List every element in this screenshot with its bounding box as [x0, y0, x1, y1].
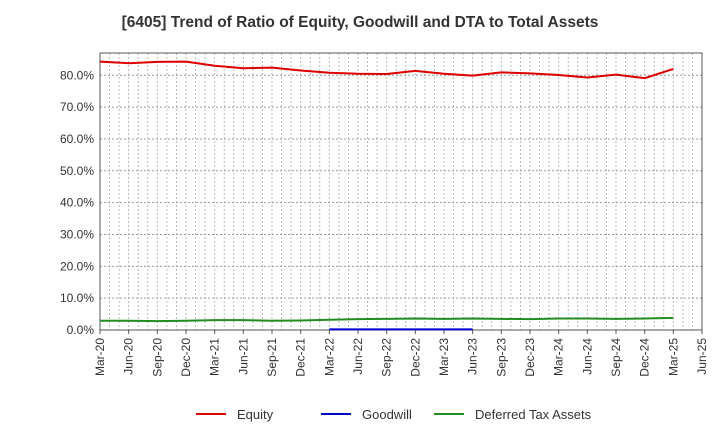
y-tick-label: 0.0%: [67, 323, 95, 337]
x-tick-label: Jun-23: [466, 338, 480, 375]
x-tick-label: Sep-21: [265, 338, 279, 377]
x-tick-label: Mar-22: [322, 338, 336, 376]
y-tick-label: 70.0%: [60, 100, 94, 114]
y-tick-label: 50.0%: [60, 164, 94, 178]
x-tick-label: Dec-20: [179, 338, 193, 377]
grid-lines: [100, 53, 702, 330]
y-tick-label: 10.0%: [60, 291, 94, 305]
plot-frame: [99, 52, 703, 331]
y-tick-label: 80.0%: [60, 68, 94, 82]
x-tick-label: Sep-24: [609, 338, 623, 377]
x-tick-label: Mar-25: [666, 338, 680, 376]
series-line-equity: [99, 60, 674, 80]
x-tick-label: Sep-20: [150, 338, 164, 377]
y-tick-label: 30.0%: [60, 227, 94, 241]
legend-label: Goodwill: [362, 407, 412, 422]
x-tick-label: Jun-25: [695, 338, 709, 375]
chart-title: [6405] Trend of Ratio of Equity, Goodwil…: [121, 14, 599, 31]
x-tick-label: Jun-21: [236, 338, 250, 375]
y-tick-label: 40.0%: [60, 196, 94, 210]
x-tick-label: Jun-22: [351, 338, 365, 375]
x-tick-label: Dec-22: [408, 338, 422, 377]
legend-label: Deferred Tax Assets: [475, 407, 592, 422]
x-tick-label: Sep-23: [494, 338, 508, 377]
x-tick-label: Jun-24: [580, 338, 594, 375]
x-tick-label: Mar-20: [93, 338, 107, 376]
x-tick-label: Mar-24: [552, 338, 566, 376]
y-tick-label: 60.0%: [60, 132, 94, 146]
x-tick-label: Dec-23: [523, 338, 537, 377]
x-tick-label: Sep-22: [380, 338, 394, 377]
y-tick-label: 20.0%: [60, 259, 94, 273]
x-tick-label: Mar-23: [437, 338, 451, 376]
legend-label: Equity: [237, 407, 274, 422]
x-tick-label: Dec-21: [294, 338, 308, 377]
x-tick-label: Dec-24: [638, 338, 652, 377]
series-line-deferred-tax-assets: [100, 316, 674, 323]
x-tick-label: Mar-21: [208, 338, 222, 376]
x-tick-label: Jun-20: [122, 338, 136, 375]
